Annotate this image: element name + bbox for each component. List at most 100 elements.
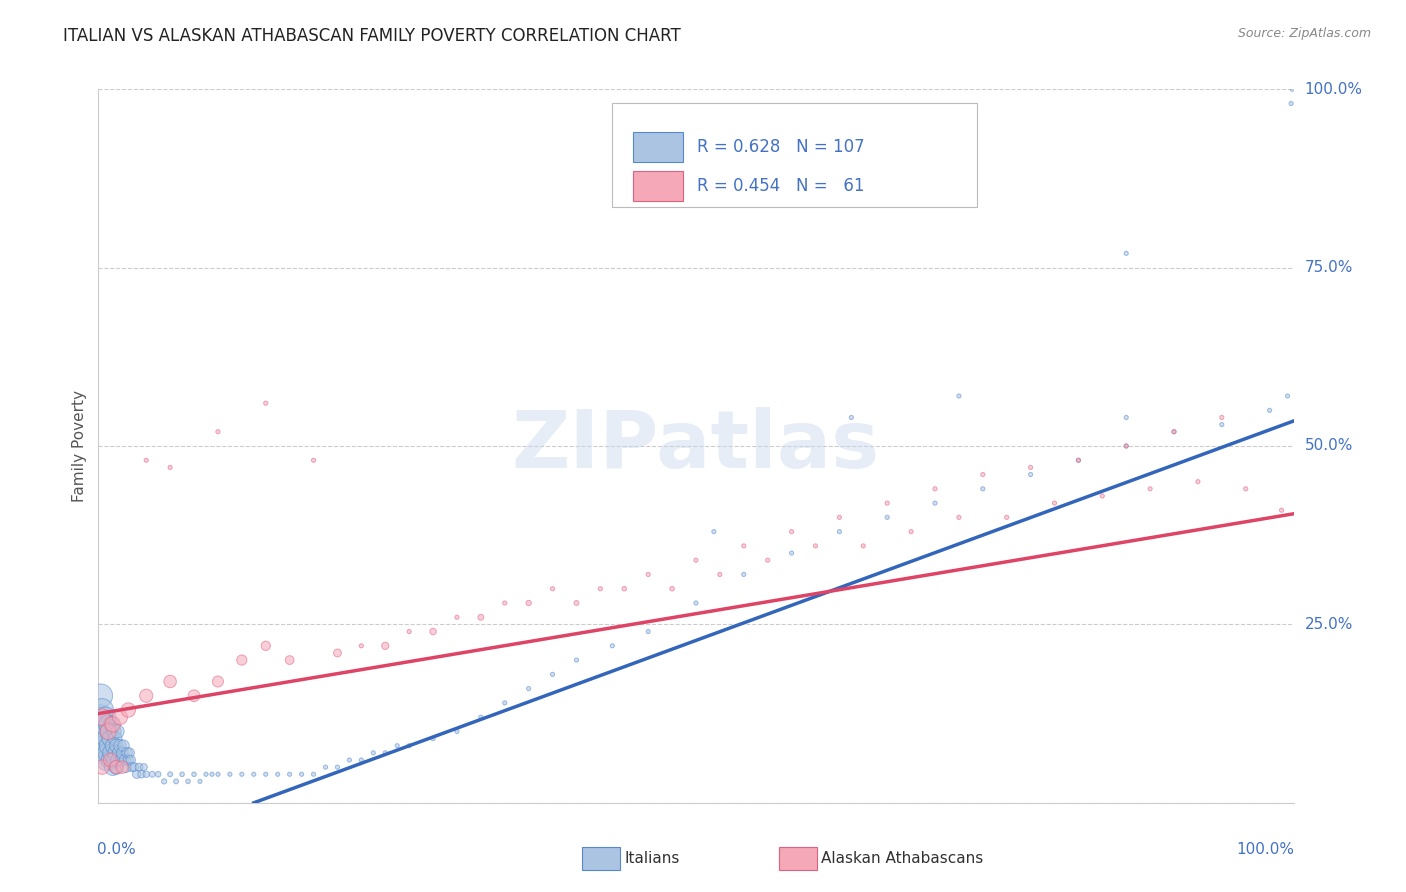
Point <box>350 639 373 653</box>
Point <box>103 724 125 739</box>
Point <box>111 746 134 760</box>
Point <box>1211 417 1233 432</box>
Point <box>165 774 187 789</box>
Point <box>243 767 266 781</box>
Point <box>124 760 146 774</box>
Text: Source: ZipAtlas.com: Source: ZipAtlas.com <box>1237 27 1371 40</box>
Point <box>219 767 242 781</box>
Point <box>159 767 181 781</box>
Point <box>517 596 540 610</box>
Point <box>107 753 129 767</box>
Bar <box>633 132 683 162</box>
Point <box>470 710 492 724</box>
Point <box>685 553 707 567</box>
Text: Italians: Italians <box>624 851 679 865</box>
Point <box>108 710 131 724</box>
Point <box>135 689 157 703</box>
Y-axis label: Family Poverty: Family Poverty <box>72 390 87 502</box>
Point <box>135 767 157 781</box>
Point <box>100 717 122 731</box>
Point <box>148 767 170 781</box>
Point <box>804 539 827 553</box>
Point <box>995 510 1018 524</box>
Point <box>972 467 994 482</box>
Point <box>780 524 803 539</box>
Point <box>541 582 564 596</box>
Point <box>104 731 127 746</box>
Point <box>101 717 124 731</box>
Point <box>637 624 659 639</box>
Point <box>839 410 862 425</box>
Point <box>876 510 898 524</box>
Point <box>120 753 142 767</box>
Text: R = 0.454   N =   61: R = 0.454 N = 61 <box>697 178 865 195</box>
Point <box>194 767 217 781</box>
Point <box>780 546 803 560</box>
Point <box>703 524 725 539</box>
Text: 75.0%: 75.0% <box>1305 260 1353 275</box>
Point <box>100 746 122 760</box>
Text: 100.0%: 100.0% <box>1305 82 1362 96</box>
Point <box>278 653 301 667</box>
Point <box>613 582 636 596</box>
Point <box>118 746 141 760</box>
Point <box>1019 467 1042 482</box>
Point <box>924 496 946 510</box>
Point <box>96 731 118 746</box>
Point <box>494 596 516 610</box>
Point <box>828 524 851 539</box>
FancyBboxPatch shape <box>612 103 977 207</box>
Point <box>172 767 194 781</box>
Text: ZIPatlas: ZIPatlas <box>512 407 880 485</box>
Point <box>91 731 114 746</box>
Point <box>876 496 898 510</box>
Point <box>350 753 373 767</box>
Point <box>201 767 224 781</box>
Point <box>374 746 396 760</box>
Point <box>94 739 117 753</box>
Point <box>398 739 420 753</box>
Point <box>117 753 139 767</box>
Point <box>93 746 115 760</box>
Point <box>183 767 205 781</box>
Point <box>565 653 588 667</box>
Text: Alaskan Athabascans: Alaskan Athabascans <box>821 851 983 865</box>
Point <box>900 524 922 539</box>
Point <box>446 610 468 624</box>
Point <box>422 731 444 746</box>
Point <box>177 774 200 789</box>
Point <box>188 774 211 789</box>
Point <box>1258 403 1281 417</box>
Point <box>1163 425 1185 439</box>
Point <box>948 389 970 403</box>
Point <box>267 767 290 781</box>
Point <box>302 767 325 781</box>
Point <box>207 425 229 439</box>
Point <box>131 767 153 781</box>
Point <box>159 674 181 689</box>
Point <box>107 746 129 760</box>
Point <box>90 689 112 703</box>
Point <box>98 724 121 739</box>
Point <box>94 710 117 724</box>
Point <box>108 739 131 753</box>
Point <box>101 739 124 753</box>
Point <box>494 696 516 710</box>
Point <box>97 717 120 731</box>
Point <box>128 760 150 774</box>
Text: 25.0%: 25.0% <box>1305 617 1353 632</box>
Point <box>98 753 122 767</box>
Point <box>1043 496 1066 510</box>
Point <box>107 724 129 739</box>
Point <box>103 753 125 767</box>
Point <box>446 724 468 739</box>
Point <box>135 453 157 467</box>
Point <box>1091 489 1114 503</box>
Point <box>91 739 114 753</box>
Point <box>315 760 337 774</box>
Point <box>98 753 122 767</box>
Text: 0.0%: 0.0% <box>97 842 136 857</box>
Point <box>517 681 540 696</box>
Point <box>1187 475 1209 489</box>
Point <box>661 582 683 596</box>
